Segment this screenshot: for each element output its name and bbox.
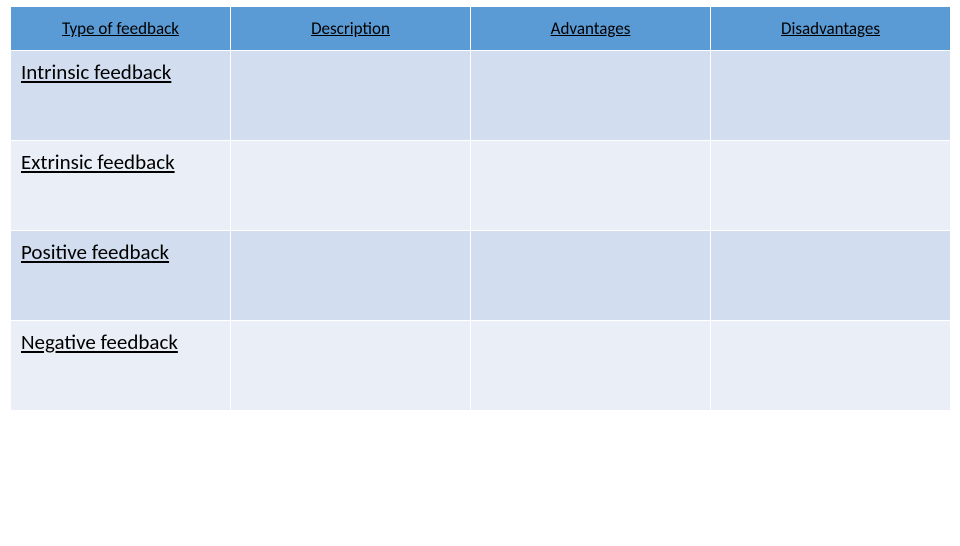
cell (471, 321, 711, 411)
cell (711, 51, 951, 141)
col-header-type: Type of feedback (11, 7, 231, 51)
table-row: Extrinsic feedback (11, 141, 951, 231)
cell (711, 321, 951, 411)
col-header-advantages: Advantages (471, 7, 711, 51)
cell (231, 231, 471, 321)
row-label: Positive feedback (11, 231, 231, 321)
cell (471, 141, 711, 231)
col-header-description: Description (231, 7, 471, 51)
cell (231, 141, 471, 231)
feedback-table: Type of feedback Description Advantages … (10, 6, 951, 411)
cell (231, 321, 471, 411)
cell (711, 141, 951, 231)
cell (471, 51, 711, 141)
slide: Type of feedback Description Advantages … (0, 6, 960, 546)
cell (231, 51, 471, 141)
row-label: Intrinsic feedback (11, 51, 231, 141)
cell (711, 231, 951, 321)
table-header-row: Type of feedback Description Advantages … (11, 7, 951, 51)
table-row: Negative feedback (11, 321, 951, 411)
cell (471, 231, 711, 321)
table-row: Intrinsic feedback (11, 51, 951, 141)
col-header-disadvantages: Disadvantages (711, 7, 951, 51)
row-label: Extrinsic feedback (11, 141, 231, 231)
table-row: Positive feedback (11, 231, 951, 321)
row-label: Negative feedback (11, 321, 231, 411)
